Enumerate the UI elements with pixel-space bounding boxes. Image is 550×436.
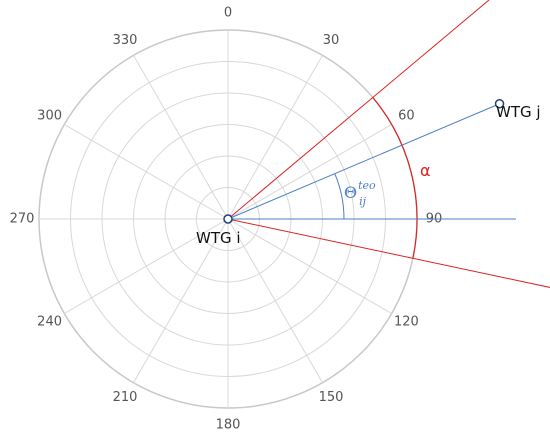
angle-tick-label: 240 [37, 315, 62, 330]
angle-tick-label: 300 [37, 109, 62, 124]
grid-spoke [133, 218, 229, 383]
angle-tick-label: 30 [323, 33, 340, 48]
grid-spoke [227, 218, 323, 383]
sector-boundary-line [227, 0, 490, 220]
angle-tick-label: 120 [394, 315, 419, 330]
theta-superscript: teo [358, 179, 376, 192]
angle-tick-label: 330 [113, 33, 138, 48]
grid-spoke [227, 55, 323, 220]
angle-tick-label: 270 [10, 212, 35, 227]
wtg-i-marker [223, 214, 233, 224]
theta-subscript: ij [359, 195, 367, 208]
wtg-j-label: WTG j [496, 103, 541, 121]
theta-angle-arc [334, 173, 345, 220]
theta-symbol: Θ [344, 183, 357, 202]
grid-spoke [133, 55, 229, 220]
grid-spoke [64, 218, 229, 314]
wtg-j-marker [494, 98, 505, 109]
angle-tick-label: 60 [398, 109, 415, 124]
angle-tick-label: 180 [216, 418, 241, 433]
sector-lines [227, 0, 550, 288]
line-wtg-i-to-wtg-j [227, 103, 500, 220]
angle-tick-label: 210 [113, 390, 138, 405]
angle-tick-label: 0 [224, 6, 232, 21]
sector-arc [372, 97, 418, 259]
grid-spoke [227, 124, 392, 220]
angle-tick-label: 150 [319, 390, 344, 405]
sector-boundary-line [227, 218, 550, 288]
theta-label: Θ ij teo [344, 179, 376, 209]
wtg-i-label: WTG i [196, 229, 241, 247]
grid-spoke [227, 218, 392, 314]
alpha-label: α [420, 161, 431, 180]
grid-spoke [64, 124, 229, 220]
